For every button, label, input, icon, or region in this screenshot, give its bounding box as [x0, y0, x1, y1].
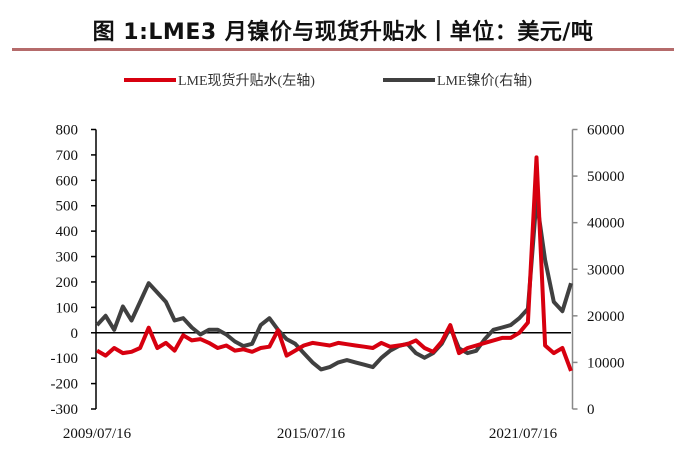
- left-tick-label: -300: [51, 402, 79, 418]
- left-tick-label: 500: [56, 199, 79, 215]
- left-y-axis: 800 700 600 500 400 300 200 100 0 -100 -200 -300: [51, 123, 97, 418]
- legend-label-premium: LME现货升贴水(左轴): [178, 74, 315, 89]
- legend-swatch-gray: [383, 78, 435, 82]
- right-tick-label: 30000: [587, 262, 625, 278]
- right-tick-label: 40000: [587, 216, 625, 232]
- x-tick-label: 2009/07/16: [63, 426, 132, 442]
- legend-swatch-red: [124, 78, 176, 82]
- left-tick-label: 800: [56, 123, 79, 139]
- title-underline: [12, 48, 674, 51]
- chart-legend: LME现货升贴水(左轴) LME镍价(右轴): [0, 70, 686, 90]
- nickel-price-line: [95, 197, 573, 372]
- right-y-axis: 60000 50000 40000 30000 20000 10000 0: [571, 123, 625, 418]
- left-tick-label: -200: [51, 377, 79, 393]
- x-tick-label: 2021/07/16: [489, 426, 558, 442]
- left-tick-label: 300: [56, 250, 79, 266]
- legend-item-premium: LME现货升贴水(左轴): [124, 70, 315, 90]
- left-tick-label: -100: [51, 351, 79, 367]
- x-tick-label: 2015/07/16: [277, 426, 346, 442]
- legend-item-nickel-price: LME镍价(右轴): [383, 70, 532, 90]
- left-tick-label: 400: [56, 224, 79, 240]
- left-tick-label: 0: [71, 326, 79, 342]
- right-tick-label: 0: [587, 402, 595, 418]
- figure-title: 图 1:LME3 月镍价与现货升贴水丨单位：美元/吨: [92, 20, 594, 45]
- left-tick-label: 600: [56, 173, 79, 189]
- right-tick-label: 50000: [587, 169, 625, 185]
- left-tick-label: 100: [56, 300, 79, 316]
- spot-premium-line: [95, 155, 573, 372]
- right-tick-label: 60000: [587, 123, 625, 139]
- x-axis: 2009/07/16 2015/07/16 2021/07/16: [63, 426, 558, 442]
- right-tick-label: 10000: [587, 355, 625, 371]
- left-tick-label: 700: [56, 148, 79, 164]
- legend-label-nickel-price: LME镍价(右轴): [437, 74, 532, 89]
- right-tick-label: 20000: [587, 309, 625, 325]
- left-tick-label: 200: [56, 275, 79, 291]
